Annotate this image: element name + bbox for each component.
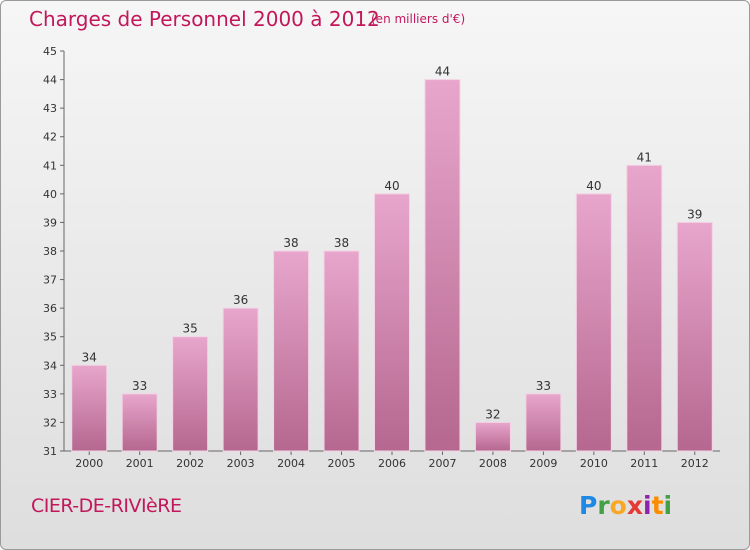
y-tick-label: 40 [43,188,57,201]
x-tick-label: 2007 [428,457,456,470]
x-tick-label: 2002 [176,457,204,470]
bar [525,393,562,452]
data-label: 39 [687,207,702,221]
x-tick-label: 2006 [378,457,406,470]
y-tick-label: 36 [43,302,57,315]
bar [273,250,310,452]
data-label: 41 [637,150,652,164]
x-tick-label: 2001 [126,457,154,470]
y-tick-label: 39 [43,216,57,229]
logo-letter: r [597,491,610,520]
x-tick-label: 2010 [580,457,608,470]
bar [172,336,209,452]
y-tick-label: 35 [43,331,57,344]
logo-letter: i [643,491,652,520]
bar [424,79,461,452]
data-label: 36 [233,293,248,307]
bar [474,421,511,452]
y-tick-label: 38 [43,245,57,258]
y-tick-label: 33 [43,388,57,401]
bar [676,221,713,452]
logo-letter: i [663,491,673,520]
y-tick-label: 45 [43,45,57,58]
y-tick-label: 44 [43,74,57,87]
proxiti-logo[interactable]: Proxiti [579,491,672,520]
data-label: 34 [82,350,97,364]
bar [71,364,108,452]
data-label: 33 [132,379,147,393]
data-label: 38 [283,236,298,250]
data-label: 33 [536,379,551,393]
bar [374,193,410,452]
x-tick-label: 2008 [479,457,507,470]
y-tick-label: 41 [43,159,57,172]
data-label: 32 [485,407,500,421]
x-tick-label: 2009 [529,457,557,470]
y-tick-label: 32 [43,416,57,429]
bars: 34 33 35 36 38 38 40 44 32 33 40 41 39 [71,65,713,452]
logo-letter: o [609,491,627,520]
data-label: 38 [334,236,349,250]
x-tick-label: 2003 [227,457,255,470]
logo-letter: t [651,491,664,520]
data-label: 44 [435,65,450,79]
x-tick-label: 2005 [328,457,356,470]
logo-letter: P [579,491,598,520]
y-tick-label: 34 [43,359,57,372]
bar [575,193,612,452]
bar [121,393,158,452]
axes: 31 32 33 34 35 36 37 38 39 40 41 42 43 44 45 2000 2001 20… [43,45,720,470]
y-tick-label: 42 [43,131,57,144]
commune-name: CIER-DE-RIVIèRE [31,495,182,517]
y-tick-label: 31 [43,445,57,458]
x-tick-label: 2011 [630,457,658,470]
bar [626,164,663,452]
x-tick-label: 2004 [277,457,305,470]
x-tick-label: 2000 [75,457,103,470]
bar [323,250,360,452]
logo-letter: x [626,491,643,520]
bar [222,307,259,452]
y-tick-label: 43 [43,102,57,115]
data-label: 40 [586,179,601,193]
data-label: 40 [384,179,399,193]
y-tick-label: 37 [43,274,57,287]
data-label: 35 [183,322,198,336]
chart-subtitle: (en milliers d'€) [371,12,466,26]
chart-title: Charges de Personnel 2000 à 2012 [29,7,380,31]
x-tick-label: 2012 [681,457,709,470]
